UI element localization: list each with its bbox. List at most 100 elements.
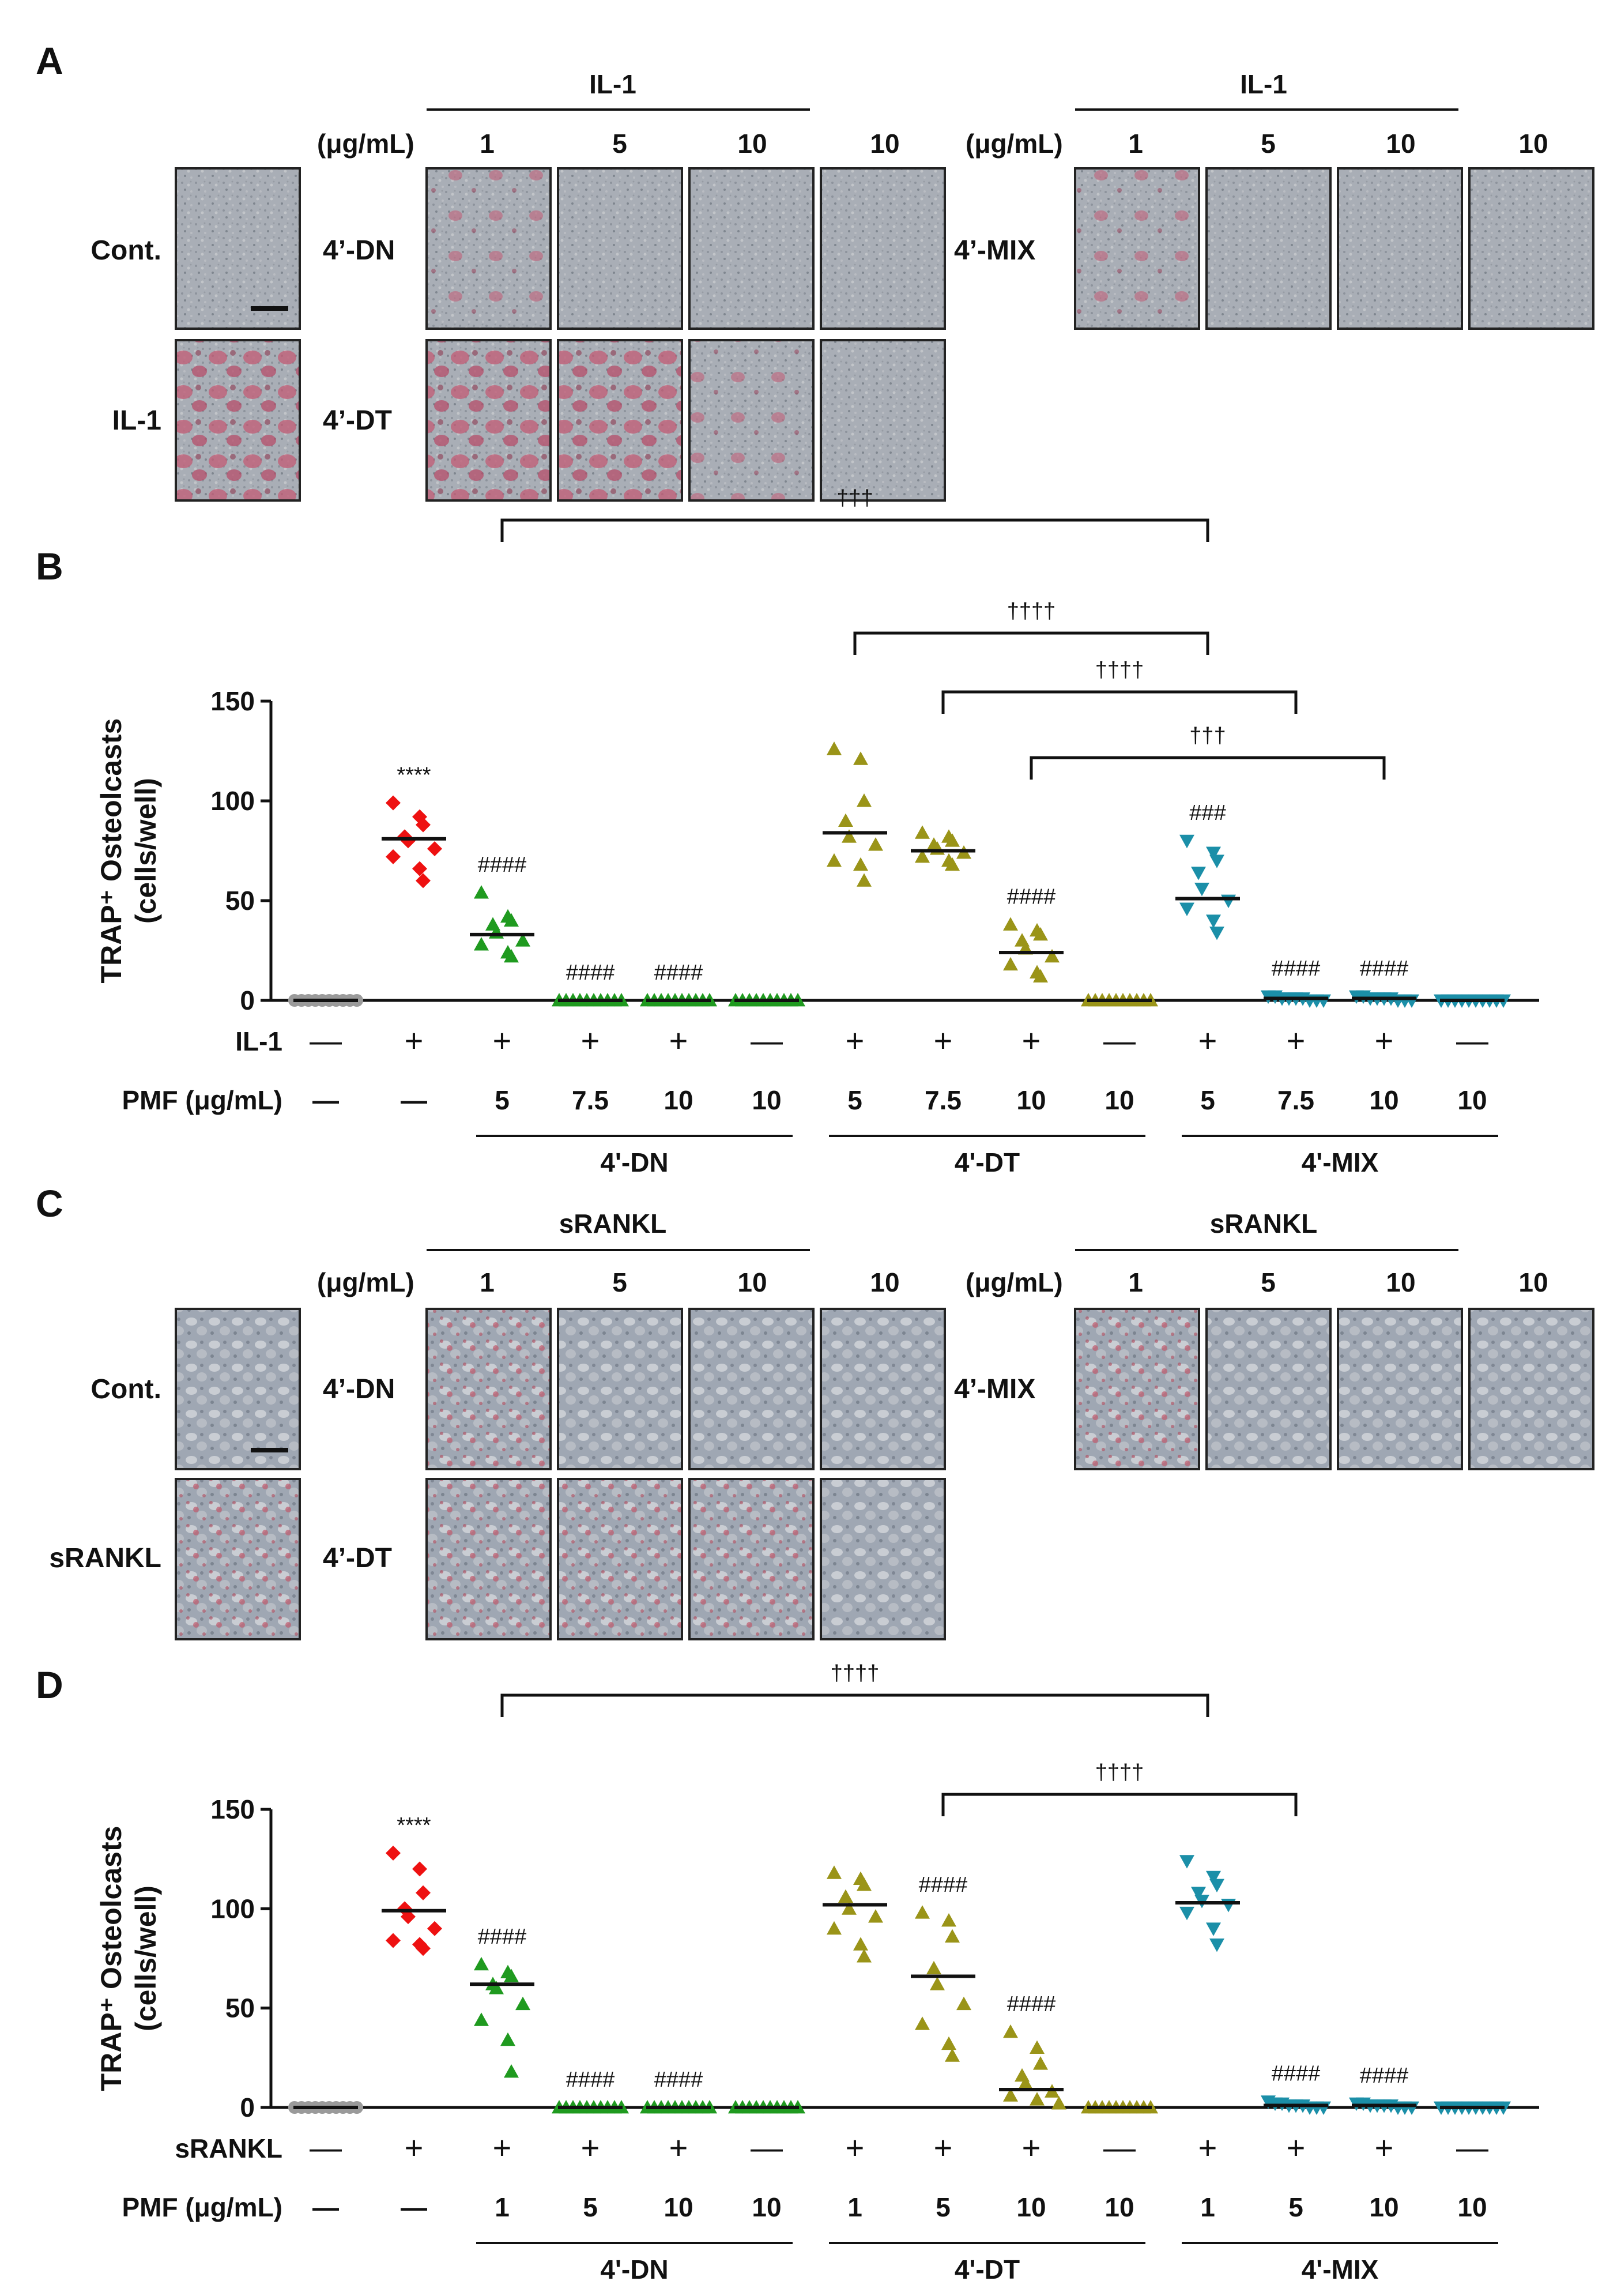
data-point: [915, 2016, 930, 2030]
micrograph-c-control: [175, 1308, 301, 1470]
significance-label: ####: [478, 1925, 527, 1949]
pmf-concentration: 10: [1369, 1085, 1398, 1115]
panel-c-group-dn: 4’-DN: [323, 1374, 395, 1405]
micrograph-a-mix-10b: [1468, 167, 1594, 330]
micrograph-a-mix-1: [1074, 167, 1200, 330]
micrograph-a-dn-10b: [820, 167, 946, 330]
micrograph-a-dt-1: [425, 339, 552, 502]
stimulus-sign: —: [310, 1022, 342, 1059]
panel-a-conc-5: 1: [1128, 129, 1143, 159]
micrograph-a-il1: [175, 339, 301, 502]
pmf-concentration: 5: [583, 2192, 598, 2222]
micrograph-c-srankl: [175, 1478, 301, 1640]
stimulus-sign: —: [1456, 1022, 1488, 1059]
data-point: [412, 1861, 427, 1877]
data-point: [504, 948, 519, 963]
bracket-label: †††: [836, 486, 873, 510]
data-point: [1206, 1870, 1221, 1885]
comparison-bracket: [941, 1793, 1298, 1816]
data-point: [915, 825, 930, 839]
data-point: [416, 1941, 431, 1956]
stimulus-sign: +: [405, 2129, 424, 2166]
panel-c-conc-5: 1: [1128, 1267, 1143, 1297]
significance-label: ####: [654, 961, 703, 985]
pmf-concentration: 1: [495, 2192, 510, 2222]
micrograph-c-dt-10b: [820, 1478, 946, 1640]
pmf-concentration: —: [312, 1085, 339, 1115]
data-point: [515, 1996, 530, 2011]
panel-a-conc-1: 1: [480, 129, 495, 159]
significance-label: ****: [397, 1813, 431, 1838]
panel-a-conc-7: 10: [1386, 129, 1415, 159]
data-point: [386, 1845, 401, 1861]
panel-c-conc-4: 10: [870, 1267, 899, 1297]
panel-a-unit-right: (μg/mL): [966, 129, 1063, 159]
pmf-concentration: 1: [847, 2192, 862, 2222]
y-tick-label: 0: [240, 2092, 255, 2122]
panel-a: A IL-1 IL-1 (μg/mL) 1 5 10 10 (μg/mL) 1 …: [36, 39, 1594, 502]
panel-c: C sRANKL sRANKL (μg/mL) 1 5 10 10 (μg/mL…: [36, 1182, 1594, 1640]
significance-label: ####: [654, 2068, 703, 2092]
bracket-label: †††: [1189, 724, 1226, 748]
panel-b-letter: B: [36, 545, 63, 588]
group-label: 4'-MIX: [1302, 2254, 1379, 2284]
stimulus-sign: +: [1022, 1022, 1041, 1059]
data-point: [1179, 902, 1194, 916]
micrograph-c-mix-10b: [1468, 1308, 1594, 1470]
pmf-concentration: 10: [1016, 2192, 1046, 2222]
data-point: [1045, 948, 1060, 963]
micrograph-c-dn-5: [557, 1308, 683, 1470]
data-point: [1003, 2088, 1018, 2102]
panel-c-unit-right: (μg/mL): [966, 1267, 1063, 1297]
data-point: [853, 1937, 868, 1951]
stimulus-sign: +: [493, 2129, 512, 2166]
group-label: 4'-DT: [955, 2254, 1020, 2284]
micrograph-c-dt-1: [425, 1478, 552, 1640]
comparison-bracket: [500, 518, 1209, 542]
panel-d-letter: D: [36, 1663, 63, 1706]
micrograph-c-dn-10: [688, 1308, 815, 1470]
data-point: [1179, 1855, 1194, 1869]
data-point: [1033, 2056, 1048, 2070]
stimulus-sign: +: [405, 1022, 424, 1059]
data-point: [1018, 2076, 1033, 2090]
panel-a-letter: A: [36, 39, 63, 82]
data-point: [474, 885, 489, 899]
panel-a-group-dt: 4’-DT: [323, 405, 392, 436]
data-point: [401, 1909, 416, 1925]
y-tick-label: 150: [210, 686, 255, 716]
micrograph-a-dn-10: [688, 167, 815, 330]
stimulus-sign: +: [1287, 1022, 1306, 1059]
stimulus-sign: +: [1375, 1022, 1394, 1059]
stimulus-sign: +: [1022, 2129, 1041, 2166]
pmf-concentration: 5: [495, 1085, 510, 1115]
stimulus-sign: +: [581, 2129, 600, 2166]
data-point: [504, 913, 519, 927]
data-point: [827, 1865, 842, 1879]
data-point: [1209, 855, 1224, 868]
group-label: 4'-DN: [600, 1147, 668, 1177]
panel-c-row-srankl: sRANKL: [49, 1543, 161, 1574]
panel-c-row-cont: Cont.: [91, 1374, 161, 1405]
significance-label: ####: [1272, 957, 1321, 981]
pmf-concentration: 5: [1200, 1085, 1215, 1115]
significance-label: ####: [478, 853, 527, 877]
pmf-concentration: 7.5: [1277, 1085, 1314, 1115]
pmf-concentration: 10: [664, 1085, 693, 1115]
panel-a-unit-left: (μg/mL): [317, 129, 414, 159]
pmf-concentration: 5: [1288, 2192, 1303, 2222]
pmf-concentration: 7.5: [572, 1085, 609, 1115]
chart-b: 0 50 100 150 TRAP⁺ Osteolcasts(cells/well) **…: [95, 486, 1539, 1177]
data-point: [474, 2012, 489, 2026]
micrograph-a-dn-1: [425, 167, 552, 330]
data-point: [1209, 1879, 1224, 1892]
data-point: [427, 841, 442, 857]
pmf-concentration: 5: [847, 1085, 862, 1115]
micrograph-a-dn-5: [557, 167, 683, 330]
significance-label: ####: [919, 1873, 968, 1897]
panel-a-stimulus-left: IL-1: [589, 69, 636, 99]
pmf-concentration: 10: [1457, 1085, 1487, 1115]
stimulus-sign: —: [1103, 2129, 1136, 2166]
significance-label: ####: [1360, 957, 1409, 981]
data-point: [926, 1960, 941, 1975]
